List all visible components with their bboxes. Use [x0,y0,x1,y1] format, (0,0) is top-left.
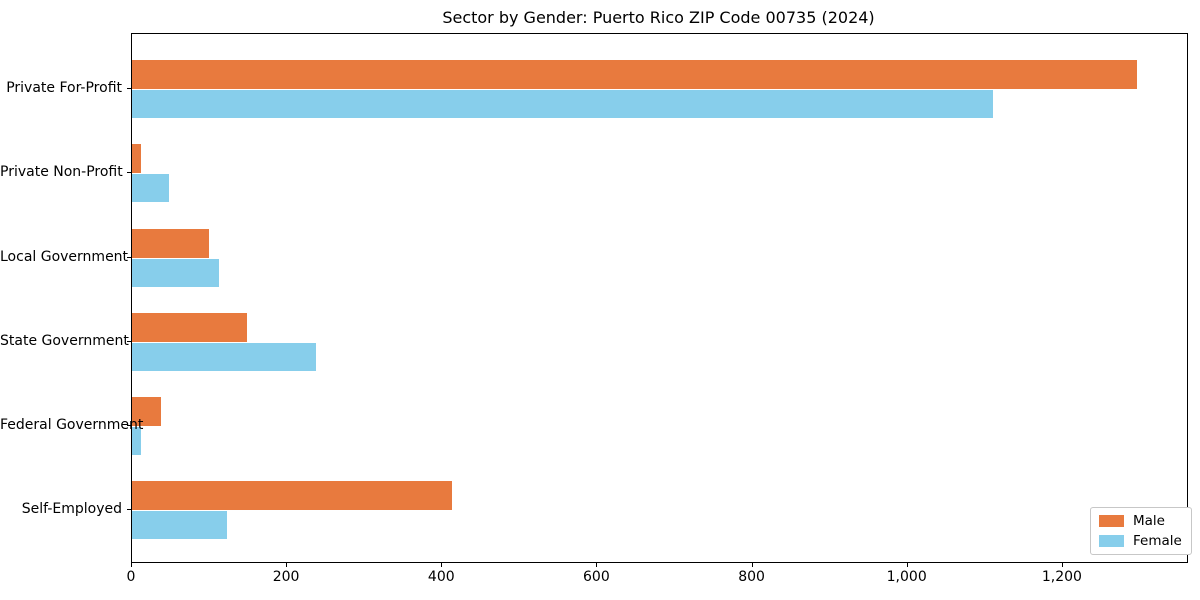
y-axis-tick [127,256,131,258]
x-axis-tick [1061,563,1063,567]
legend-label-female: Female [1133,533,1182,549]
bar-female-private-for-profit [132,90,994,118]
x-tick-label-200: 200 [272,569,300,585]
legend-entry-female: Female [1099,534,1182,548]
x-tick-label-800: 800 [738,569,765,585]
x-tick-label-400: 400 [427,569,455,585]
bar-male-state-government [132,312,247,342]
bar-male-local-government [132,228,209,258]
x-tick-label-600: 600 [583,569,610,585]
bar-male-federal-government [132,397,161,427]
bar-female-self-employed [132,511,228,540]
bar-male-private-for-profit [132,60,1137,89]
legend-label-male: Male [1133,513,1165,529]
x-axis-tick [131,563,132,567]
x-tick-label-1000: 1,000 [886,569,927,585]
y-tick-label-state-government: State Government [0,332,129,349]
y-axis-tick [127,425,131,427]
x-axis-tick [286,563,288,567]
y-tick-label-self-employed: Self-Employed [21,501,122,518]
y-tick-label-federal-government: Federal Government [0,417,144,434]
bar-female-state-government [132,342,316,371]
x-tick-label-0: 0 [126,569,136,585]
legend-entry-male: Male [1099,514,1182,528]
bar-male-private-non-profit [132,144,142,174]
x-tick-label-1200: 1,200 [1041,569,1082,585]
bar-female-federal-government [132,427,142,456]
plot-area [131,33,1188,563]
legend-swatch-male-icon [1099,515,1124,527]
chart-title: Sector by Gender: Puerto Rico ZIP Code 0… [442,8,875,27]
bar-female-local-government [132,258,219,287]
x-axis-tick [441,563,443,567]
y-tick-label-local-government: Local Government [0,248,129,265]
x-axis-tick [596,563,598,567]
y-tick-label-private-non-profit: Private Non-Profit [0,164,123,181]
x-axis-tick [906,563,908,567]
legend: Male Female [1090,507,1192,555]
y-axis-tick [127,88,131,89]
y-axis-tick [127,340,131,342]
y-tick-label-private-for-profit: Private For-Profit [6,80,122,96]
bar-female-private-non-profit [132,174,169,203]
y-axis-tick [127,172,131,174]
x-axis-tick [751,563,753,567]
legend-swatch-female-icon [1099,535,1124,547]
y-axis-tick [127,509,131,511]
bar-male-self-employed [132,481,452,511]
